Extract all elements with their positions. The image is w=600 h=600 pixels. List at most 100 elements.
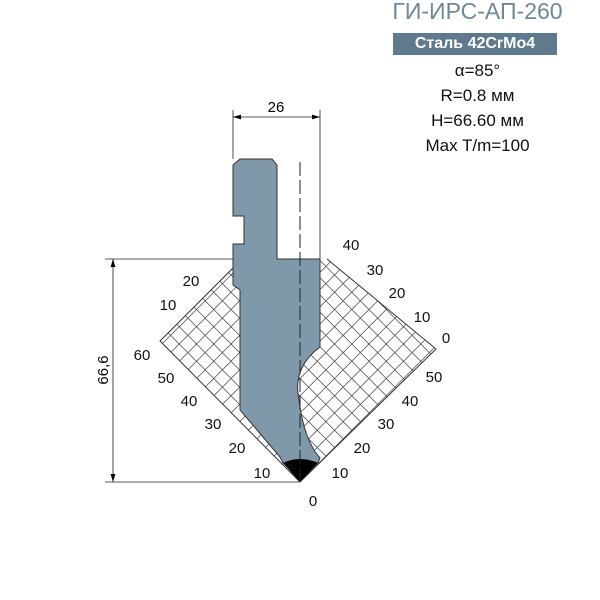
grid-line <box>160 267 300 482</box>
left-grid-border <box>159 266 301 483</box>
grid-line <box>0 0 125 600</box>
grid-line <box>0 0 90 600</box>
grid-line <box>458 0 600 600</box>
grid-line <box>300 259 436 482</box>
grid-line <box>0 0 246 600</box>
grid-line <box>300 259 436 482</box>
grid-line <box>160 267 300 482</box>
grid-line <box>160 267 246 482</box>
grid-line <box>441 0 600 600</box>
grid-line <box>160 267 300 482</box>
right-scale-label: 0 <box>442 330 450 347</box>
grid-line <box>0 0 280 600</box>
grid-line <box>562 0 600 600</box>
grid-line <box>335 259 436 482</box>
grid-line <box>475 0 600 600</box>
left-scale-label: 20 <box>229 440 246 457</box>
grid-line <box>372 0 600 600</box>
grid-line <box>302 259 436 482</box>
punch-tool-body <box>232 158 321 464</box>
grid-line <box>160 267 300 482</box>
left-scale-label: 20 <box>183 273 200 290</box>
grid-line <box>0 0 125 600</box>
grid-line <box>300 259 436 482</box>
right-scale-label: 10 <box>332 465 349 482</box>
left-scale-label: 10 <box>160 297 177 314</box>
grid-line <box>300 259 436 482</box>
grid-line <box>300 259 436 482</box>
right-scale-label: 20 <box>354 440 371 457</box>
grid-line <box>300 259 436 482</box>
grid-line <box>0 0 56 600</box>
grid-line <box>160 267 300 482</box>
spec-angle: α=85° <box>454 61 501 80</box>
grid-line <box>300 259 420 482</box>
grid-line <box>283 267 300 482</box>
grid-line <box>510 0 600 600</box>
grid-line <box>0 0 39 600</box>
grid-line <box>160 267 282 482</box>
grid-line <box>318 259 436 482</box>
grid-line <box>300 259 436 482</box>
left-scale-label: 60 <box>134 347 151 364</box>
grid-line <box>0 0 282 600</box>
grid-line <box>475 0 600 600</box>
grid-line <box>0 0 142 600</box>
grid-line <box>160 267 265 482</box>
grid-line <box>0 0 73 600</box>
spec-height: H=66.60 мм <box>431 111 524 130</box>
grid-line <box>0 0 108 600</box>
grid-line <box>0 0 177 600</box>
spec-radius: R=0.8 мм <box>440 86 515 105</box>
right-scale-label: 30 <box>378 416 395 433</box>
right-scale-label: 10 <box>414 309 431 326</box>
grid-line <box>160 267 300 482</box>
grid-line <box>0 0 73 600</box>
grid-line <box>0 0 56 600</box>
grid-line <box>389 0 600 600</box>
grid-line <box>160 267 300 482</box>
grid-line <box>285 267 300 482</box>
right-scale-label: 40 <box>343 237 360 254</box>
left-scale-label: 10 <box>254 465 271 482</box>
grid-line <box>388 259 436 482</box>
grid-line <box>300 259 436 482</box>
grid-line <box>160 267 300 482</box>
scale-labels: 20 10 60 50 40 30 20 10 40 30 20 10 0 50… <box>134 237 451 510</box>
grid-line <box>406 259 436 482</box>
grid-line <box>160 267 300 482</box>
grid-line <box>160 267 281 482</box>
spec-max-load: Max T/m=100 <box>425 136 530 155</box>
grid-line <box>160 267 300 482</box>
tool-title: ГИ-ИРС-АП-260 <box>392 0 563 24</box>
grid-line <box>162 267 300 482</box>
grid-line <box>579 0 600 600</box>
left-scale-label: 50 <box>158 370 175 387</box>
grid-line <box>160 267 300 482</box>
grid-line <box>441 0 600 600</box>
grid-line <box>300 259 436 482</box>
grid-line <box>300 259 436 482</box>
grid-line <box>160 267 300 482</box>
grid-line <box>510 0 600 600</box>
grid-line <box>493 0 600 600</box>
grid-line <box>579 0 600 600</box>
grid-line <box>0 0 265 600</box>
grid-line <box>300 259 436 482</box>
grid-line <box>320 0 600 600</box>
grid-line <box>0 0 39 600</box>
grid-line <box>160 267 300 482</box>
grid-line <box>160 267 300 482</box>
grid-line <box>596 0 600 600</box>
grid-line <box>160 267 300 482</box>
grid-line <box>160 267 300 482</box>
grid-line <box>160 267 300 482</box>
grid-line <box>458 0 600 600</box>
material-badge: Сталь 42CrMo4 <box>393 33 557 55</box>
grid-line <box>160 267 177 482</box>
grid-line <box>160 267 300 482</box>
grid-line <box>300 259 384 482</box>
grid-line <box>300 259 436 482</box>
right-scale-label: 30 <box>367 262 384 279</box>
